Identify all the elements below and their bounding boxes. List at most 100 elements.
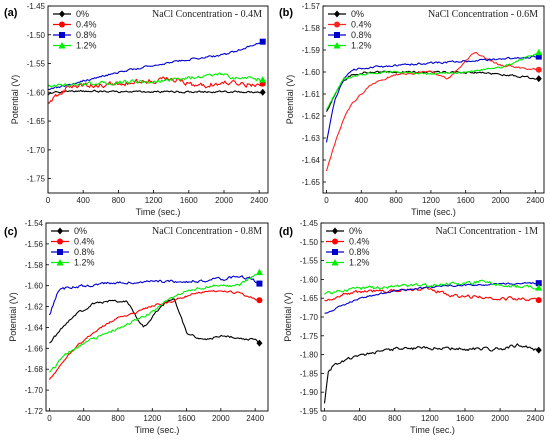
series-line [325, 51, 540, 172]
series-end-marker [259, 76, 267, 83]
series-end-marker [535, 53, 542, 60]
y-tick-label: -1.56 [25, 240, 44, 249]
x-tick-label: 2000 [212, 414, 230, 423]
x-tick-label: 1200 [145, 196, 163, 205]
chart-panel: 0 400 800 1200 1600 2000 2400 -1.45 -1.50 -1.55 -1… [4, 2, 269, 217]
x-axis-label: Time (sec.) [135, 425, 180, 435]
x-tick-label: 0 [324, 196, 329, 205]
y-tick-label: -1.62 [302, 112, 321, 121]
y-tick-label: -1.61 [302, 90, 321, 99]
series-line [49, 298, 260, 344]
legend-label: 0.4% [349, 237, 370, 247]
x-tick-label: 2000 [215, 196, 233, 205]
series-end-marker [259, 88, 266, 96]
y-tick-label: -1.58 [25, 261, 44, 270]
y-tick-label: -1.55 [27, 60, 46, 69]
y-tick-label: -1.75 [27, 175, 46, 184]
chart-panel: 0 400 800 1200 1600 2000 2400 -1.57 -1.58 -1.59 -1… [279, 2, 545, 217]
x-tick-label: 1600 [178, 414, 196, 423]
y-tick-label: -1.65 [300, 294, 319, 303]
legend-marker [57, 238, 63, 245]
series-line [323, 343, 539, 404]
legend-label: 0% [349, 226, 362, 236]
y-tick-label: -1.64 [302, 156, 321, 165]
legend-label: 0.8% [76, 30, 97, 40]
legend-marker [57, 227, 63, 235]
chart-title: NaCl Concentration - 1M [436, 226, 539, 237]
y-tick-label: -1.60 [300, 275, 319, 284]
chart-title: NaCl Concentration - 0.6M [428, 9, 538, 20]
legend-marker [332, 227, 338, 235]
legend-marker [331, 259, 339, 266]
y-axis-label: Potential (V) [283, 292, 293, 342]
x-tick-label: 1600 [457, 196, 475, 205]
chart-title: NaCl Concentration - 0.8M [152, 226, 262, 237]
legend-label: 0% [74, 226, 87, 236]
series-end-marker [256, 280, 263, 287]
panel-label: (c) [4, 226, 18, 238]
y-tick-label: -1.50 [27, 31, 46, 40]
y-tick-label: -1.45 [27, 2, 46, 11]
x-tick-label: 2400 [526, 414, 544, 423]
y-tick-label: -1.90 [300, 388, 319, 397]
series-line [48, 89, 263, 96]
y-tick-label: -1.70 [300, 313, 319, 322]
y-tick-label: -1.65 [27, 117, 46, 126]
series-end-marker [535, 284, 543, 291]
series-line [324, 279, 540, 295]
series-end-marker [255, 268, 263, 276]
y-tick-label: -1.70 [25, 386, 44, 395]
axes-frame [322, 5, 545, 194]
y-tick-label: -1.57 [302, 2, 321, 11]
chart-title: NaCl Concentration - 0.4M [152, 9, 262, 20]
series-end-marker [535, 66, 542, 73]
series-line [48, 76, 264, 104]
legend-label: 0.4% [351, 20, 372, 30]
y-tick-label: -1.60 [302, 68, 321, 77]
y-tick-label: -1.72 [25, 407, 44, 416]
x-tick-label: 1200 [143, 414, 161, 423]
y-tick-label: -1.75 [300, 332, 319, 341]
legend-marker [57, 249, 63, 255]
x-tick-label: 800 [111, 414, 125, 423]
series-end-marker [535, 280, 542, 287]
y-tick-label: -1.70 [27, 146, 46, 155]
y-tick-label: -1.59 [302, 46, 321, 55]
series-line [49, 271, 260, 373]
series-line [48, 289, 260, 380]
legend-marker [59, 21, 65, 28]
series-end-marker [256, 339, 263, 347]
x-tick-label: 2400 [246, 414, 264, 423]
series-line [326, 51, 540, 110]
chart-panel: 0 400 800 1200 1600 2000 2400 -1.54 -1.56 -1.58 -1… [4, 219, 269, 435]
axes-frame [47, 5, 269, 194]
legend-marker [58, 42, 66, 49]
series-line [324, 286, 539, 302]
y-tick-label: -1.60 [27, 88, 46, 97]
series-end-marker [535, 297, 542, 304]
y-tick-label: -1.60 [25, 282, 44, 291]
legend-label: 0.8% [349, 247, 370, 257]
x-axis-label: Time (sec.) [410, 425, 455, 435]
y-tick-label: -1.95 [300, 407, 319, 416]
legend-marker [334, 21, 340, 28]
legend-marker [332, 238, 338, 245]
y-tick-label: -1.63 [302, 134, 321, 143]
y-axis-label: Potential (V) [285, 75, 295, 125]
x-tick-label: 1200 [422, 196, 440, 205]
x-tick-label: 1200 [421, 414, 439, 423]
series-line [48, 275, 260, 316]
x-tick-label: 2400 [526, 196, 544, 205]
x-axis-label: Time (sec.) [136, 207, 181, 217]
y-axis-label: Potential (V) [8, 292, 18, 342]
legend-marker [59, 32, 65, 38]
series-line [325, 55, 540, 143]
legend-label: 0.4% [76, 20, 97, 30]
legend-label: 1.2% [74, 258, 95, 268]
panel-label: (d) [279, 226, 293, 238]
x-tick-label: 2400 [250, 196, 268, 205]
x-tick-label: 2000 [492, 196, 510, 205]
x-tick-label: 400 [353, 414, 367, 423]
legend-label: 1.2% [351, 41, 372, 51]
